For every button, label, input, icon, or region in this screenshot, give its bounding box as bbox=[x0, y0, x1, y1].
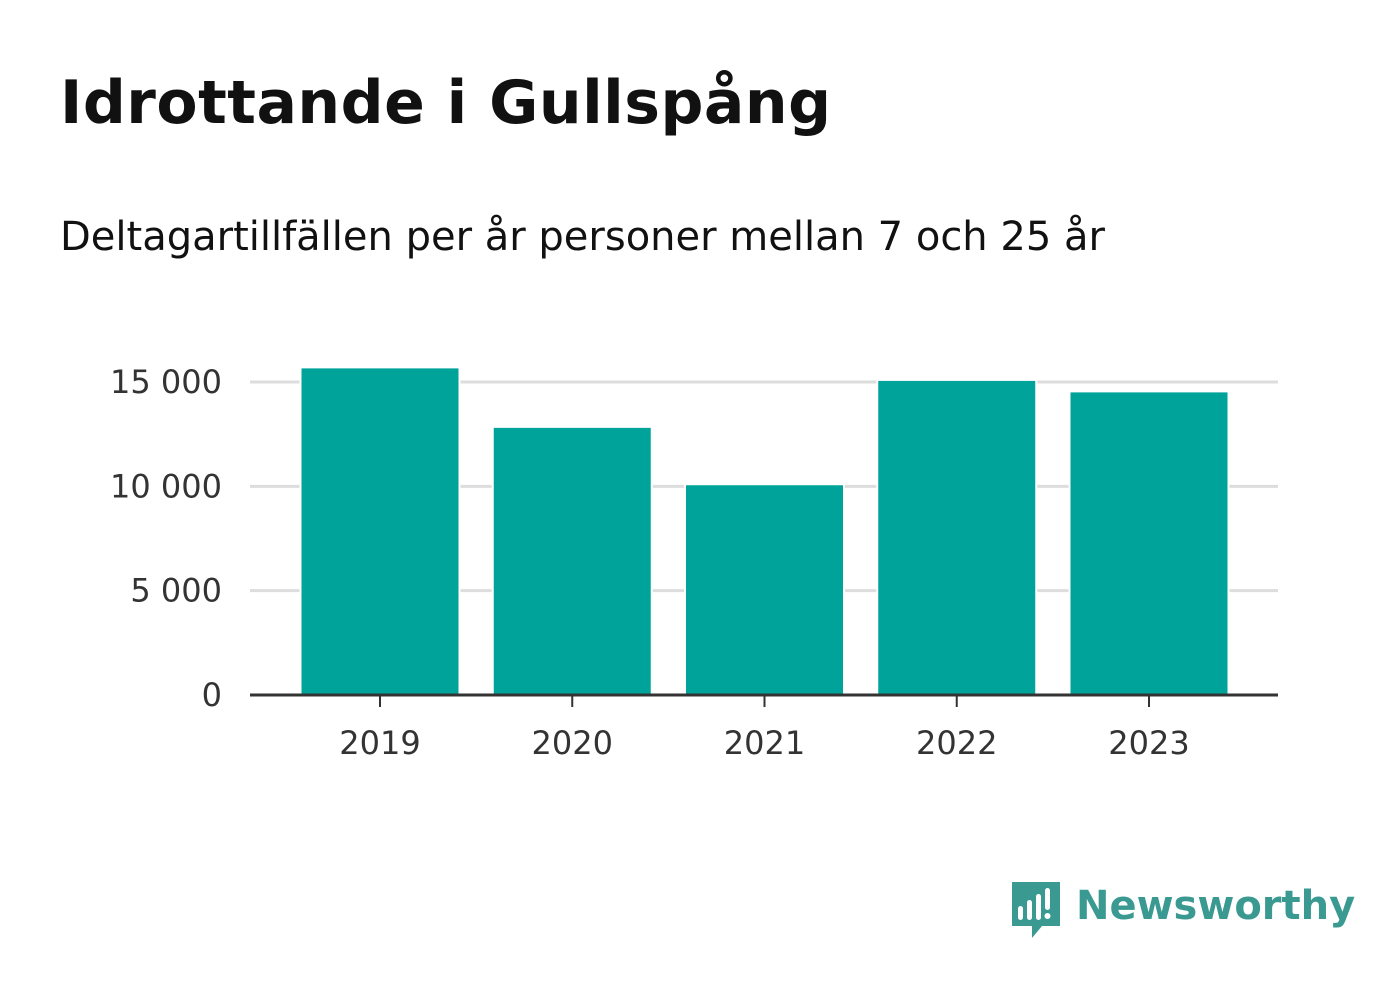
bar bbox=[684, 483, 845, 696]
bar bbox=[876, 378, 1038, 696]
bar bbox=[299, 366, 461, 696]
y-tick-label: 15 000 bbox=[110, 363, 222, 401]
x-tick-label: 2023 bbox=[1108, 724, 1189, 762]
y-tick-label: 5 000 bbox=[130, 572, 222, 610]
x-tick-label: 2019 bbox=[339, 724, 420, 762]
chart-title: Idrottande i Gullspång bbox=[60, 68, 832, 138]
bar bbox=[491, 425, 653, 696]
y-tick-label: 10 000 bbox=[110, 467, 222, 505]
chart-subtitle: Deltagartillfällen per år personer mella… bbox=[60, 214, 1105, 260]
x-tick-label: 2022 bbox=[916, 724, 997, 762]
bar-chart-speech-bubble-icon bbox=[1012, 882, 1060, 938]
bar bbox=[1068, 390, 1230, 696]
y-tick-label: 0 bbox=[202, 676, 222, 714]
brand-name: Newsworthy bbox=[1076, 883, 1356, 929]
x-tick-label: 2020 bbox=[532, 724, 613, 762]
brand-logo: Newsworthy bbox=[1010, 878, 1355, 942]
x-tick-label: 2021 bbox=[724, 724, 805, 762]
